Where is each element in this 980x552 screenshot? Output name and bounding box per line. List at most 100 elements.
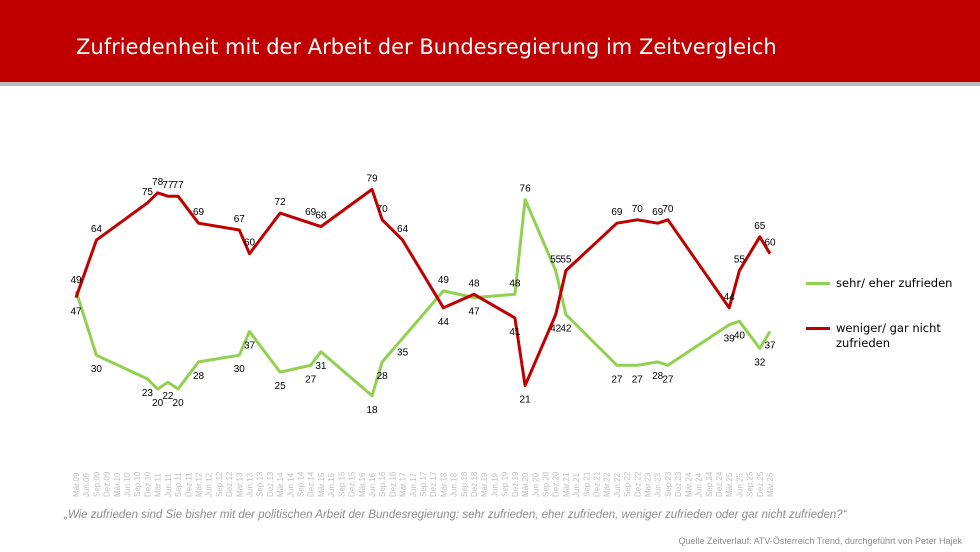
x-tick-label: Dez.23 (674, 471, 683, 497)
x-tick-label: Jun.19 (490, 472, 499, 497)
data-label-dissatisfied: 44 (438, 317, 450, 328)
x-tick-label: Jun.10 (123, 472, 132, 497)
data-label-satisfied: 76 (520, 184, 532, 195)
data-label-dissatisfied: 70 (662, 204, 674, 215)
x-tick-label: Jun.13 (246, 472, 255, 497)
data-label-dissatisfied: 67 (234, 214, 246, 225)
x-tick-label: Mär.17 (399, 472, 408, 497)
data-label-dissatisfied: 68 (315, 211, 327, 222)
x-tick-label: Mär.09 (72, 472, 81, 497)
x-tick-label: Dez.17 (429, 471, 438, 497)
x-tick-label: Jun.25 (735, 472, 744, 497)
data-label-dissatisfied: 41 (509, 327, 521, 338)
x-tick-label: Jun.09 (82, 472, 91, 497)
data-label-dissatisfied: 75 (142, 187, 154, 198)
x-tick-label: Mär.26 (766, 472, 775, 497)
data-label-dissatisfied: 77 (162, 180, 174, 191)
x-tick-label: Sep.17 (419, 471, 428, 497)
x-tick-label: Jun.16 (368, 472, 377, 497)
data-label-satisfied: 30 (234, 364, 246, 375)
x-tick-label: Dez.25 (756, 471, 765, 497)
x-tick-label: Dez.16 (388, 471, 397, 497)
x-tick-label: Mär.13 (235, 472, 244, 497)
x-tick-label: Mär.23 (644, 472, 653, 497)
data-label-dissatisfied: 44 (724, 292, 736, 303)
x-tick-label: Sep.09 (92, 471, 101, 497)
x-tick-label: Dez.11 (184, 472, 193, 497)
legend-swatch-dissatisfied (806, 327, 830, 330)
data-label-dissatisfied: 78 (152, 177, 164, 188)
x-tick-label: Sep.22 (623, 471, 632, 497)
x-tick-label: Sep.12 (215, 471, 224, 497)
data-label-satisfied: 27 (305, 374, 317, 385)
x-tick-label: Sep.21 (582, 471, 591, 497)
legend-label-dissatisfied: weniger/ gar nicht zufrieden (836, 321, 941, 350)
data-label-satisfied: 30 (91, 364, 103, 375)
x-tick-label: Dez.09 (103, 471, 112, 497)
data-label-dissatisfied: 47 (70, 307, 82, 318)
survey-question: „Wie zufrieden sind Sie bisher mit der p… (64, 509, 847, 521)
x-tick-label: Mär.25 (725, 472, 734, 497)
x-tick-label: Sep.18 (460, 471, 469, 497)
data-label-dissatisfied: 69 (305, 207, 317, 218)
data-label-satisfied: 28 (193, 371, 205, 382)
x-tick-label: Sep.16 (378, 471, 387, 497)
x-tick-label: Sep.25 (746, 471, 755, 497)
x-tick-label: Sep.14 (297, 471, 306, 497)
x-tick-label: Sep.19 (501, 471, 510, 497)
x-tick-label: Jun.21 (572, 472, 581, 497)
x-tick-label: Jun.18 (450, 472, 459, 497)
data-label-dissatisfied: 70 (377, 204, 389, 215)
x-tick-label: Dez.12 (225, 471, 234, 497)
data-label-satisfied: 23 (142, 388, 154, 399)
data-label-dissatisfied: 64 (397, 224, 409, 235)
data-label-dissatisfied: 79 (366, 173, 378, 184)
x-tick-label: Dez.21 (593, 471, 602, 497)
x-tick-label: Dez.20 (552, 471, 561, 497)
data-label-dissatisfied: 72 (275, 197, 287, 208)
x-tick-label: Jun.22 (613, 472, 622, 497)
x-tick-label: Jun.15 (327, 472, 336, 497)
x-tick-label: Mär.22 (603, 472, 612, 497)
data-label-dissatisfied: 69 (652, 207, 664, 218)
data-label-satisfied: 55 (550, 255, 562, 266)
x-tick-label: Jun.11 (164, 473, 173, 497)
data-label-satisfied: 37 (764, 341, 776, 352)
x-tick-label: Dez.19 (511, 471, 520, 497)
x-tick-label: Sep.11 (174, 472, 183, 497)
x-tick-label: Dez.13 (266, 471, 275, 497)
x-tick-label: Dez.10 (143, 471, 152, 497)
data-label-layer: 49 47 30 64 23 75 20 78 22 77 20 77 28 69 30 67 37 60 25 72… (70, 173, 776, 415)
data-label-dissatisfied: 60 (764, 238, 776, 249)
x-tick-label: Sep.23 (664, 471, 673, 497)
x-tick-label: Jun.24 (695, 472, 704, 497)
x-tick-label: Mär.16 (358, 472, 367, 497)
data-label-satisfied: 20 (152, 398, 164, 409)
x-tick-label: Mär.21 (562, 472, 571, 497)
page-title: Zufriedenheit mit der Arbeit der Bundesr… (76, 35, 777, 59)
data-label-satisfied: 42 (560, 324, 572, 335)
x-tick-label: Dez.24 (715, 471, 724, 497)
data-label-dissatisfied: 69 (611, 207, 623, 218)
data-label-dissatisfied: 42 (550, 324, 562, 335)
x-tick-label: Jun.23 (654, 472, 663, 497)
x-tick-label: Mär.18 (439, 472, 448, 497)
series-line-dissatisfied (74, 187, 772, 388)
data-label-dissatisfied: 77 (173, 180, 185, 191)
data-label-satisfied: 32 (754, 357, 766, 368)
data-label-dissatisfied: 65 (754, 221, 766, 232)
x-tick-label: Mär.11 (154, 473, 163, 497)
data-label-satisfied: 49 (438, 275, 450, 286)
series-layer (74, 187, 772, 398)
data-label-satisfied: 27 (662, 374, 674, 385)
data-label-satisfied: 20 (173, 398, 185, 409)
data-label-satisfied: 28 (652, 371, 664, 382)
data-label-satisfied: 28 (377, 371, 389, 382)
x-tick-label: Dez.22 (633, 471, 642, 497)
data-label-dissatisfied: 69 (193, 207, 205, 218)
banner-divider (0, 82, 980, 86)
x-tick-label: Jun.17 (409, 472, 418, 497)
x-tick-label: Mär.12 (195, 472, 204, 497)
data-label-dissatisfied: 48 (468, 278, 480, 289)
x-tick-label: Jun.20 (531, 472, 540, 497)
